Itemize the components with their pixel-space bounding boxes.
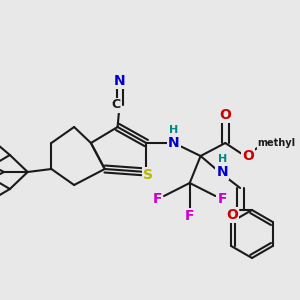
Text: S: S (143, 168, 153, 182)
Text: H: H (218, 154, 227, 164)
Text: O: O (226, 208, 238, 222)
Text: C: C (111, 98, 120, 112)
Text: F: F (152, 192, 162, 206)
Text: F: F (218, 192, 227, 206)
Text: F: F (185, 209, 194, 223)
Text: N: N (217, 165, 228, 179)
Text: methyl: methyl (258, 138, 296, 148)
Text: O: O (219, 108, 231, 122)
Text: N: N (114, 74, 125, 88)
Text: N: N (168, 136, 180, 150)
Text: H: H (169, 125, 178, 135)
Text: O: O (242, 149, 254, 163)
